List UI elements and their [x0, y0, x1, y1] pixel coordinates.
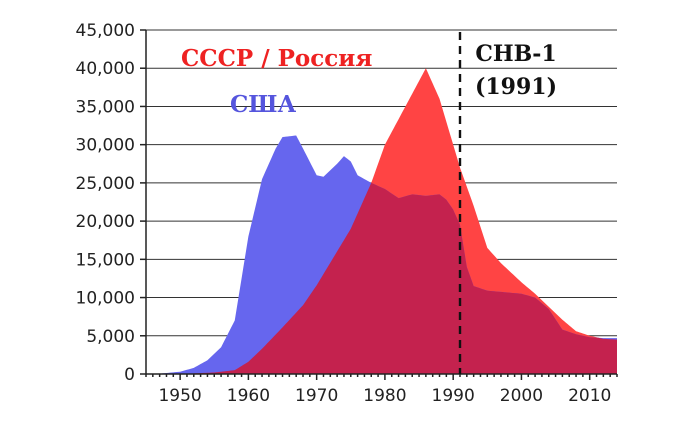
y-tick-label: 10,000	[76, 289, 135, 309]
x-tick-label: 1980	[363, 386, 406, 406]
axes	[140, 29, 618, 380]
usa-series-label: США	[230, 91, 296, 118]
overlap-area	[146, 182, 617, 374]
x-tick-label: 1990	[432, 386, 475, 406]
x-tick-label: 1950	[158, 386, 201, 406]
x-tick-label: 1960	[227, 386, 270, 406]
y-tick-label: 20,000	[76, 212, 135, 232]
y-tick-label: 0	[124, 365, 135, 385]
x-tick-labels: 1950 1960 1970 1980 1990 2000 2010	[158, 386, 611, 406]
x-tick-label: 2010	[568, 386, 611, 406]
y-tick-label: 5,000	[86, 327, 135, 347]
x-tick-label: 2000	[500, 386, 543, 406]
overlap-area-group	[146, 182, 617, 374]
y-tick-label: 15,000	[76, 250, 135, 270]
start1-year-label: (1991)	[475, 74, 557, 100]
ussr-russia-series-label: СССР / Россия	[181, 45, 372, 72]
x-tick-label: 1970	[295, 386, 338, 406]
y-tick-label: 25,000	[76, 174, 135, 194]
y-tick-label: 40,000	[76, 59, 135, 79]
y-tick-label: 30,000	[76, 136, 135, 156]
y-tick-labels: 0 5,000 10,000 15,000 20,000 25,000 30,000 35,0…	[76, 21, 135, 385]
start1-label: СНВ-1	[475, 41, 556, 67]
y-tick-label: 35,000	[76, 97, 135, 117]
y-tick-label: 45,000	[76, 21, 135, 41]
